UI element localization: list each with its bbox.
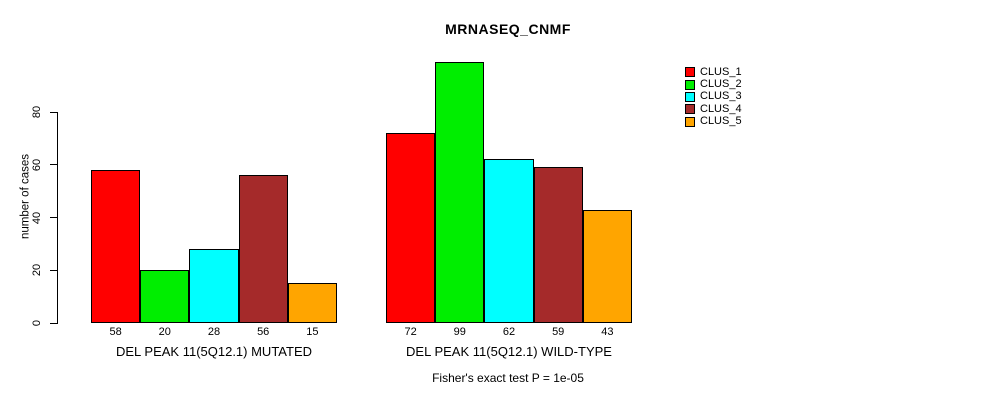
y-tick-label-0: 0 [31,319,43,327]
y-tick-label-60: 60 [31,158,43,171]
fisher-test-footnote: Fisher's exact test P = 1e-05 [432,371,584,385]
legend-swatch-clus-4 [685,104,695,115]
legend: CLUS_1 CLUS_2 CLUS_3 CLUS_4 CLUS_5 [685,66,742,128]
bar-clus-2-mutated [140,270,190,323]
y-tick-mark-40 [50,217,57,218]
bar-value-clus-3-wild-type: 62 [502,326,516,338]
legend-row-clus-4: CLUS_4 [685,103,742,115]
group-label-mutated: DEL PEAK 11(5Q12.1) MUTATED [115,344,313,359]
bar-clus-1-wild-type [386,133,436,323]
bar-value-clus-2-mutated: 20 [158,326,171,338]
legend-row-clus-1: CLUS_1 [685,66,742,78]
group-label-wild-type: DEL PEAK 11(5Q12.1) WILD-TYPE [406,344,612,359]
bar-clus-4-wild-type [533,167,583,323]
legend-label-clus-1: CLUS_1 [700,65,742,78]
y-tick-mark-20 [50,269,57,271]
bar-value-clus-4-wild-type: 59 [552,326,565,338]
bar-value-clus-1-wild-type: 72 [404,326,417,338]
bar-clus-2-wild-type [435,61,485,323]
bar-value-clus-2-wild-type: 99 [453,326,466,338]
y-tick-mark-60 [50,164,57,166]
bar-clus-3-mutated [189,249,239,323]
y-axis-label: number of cases [19,154,32,240]
y-tick-mark-0 [50,322,57,324]
legend-swatch-clus-5 [685,116,695,127]
bar-value-clus-5-mutated: 15 [306,326,319,338]
bar-value-clus-4-mutated: 56 [257,326,270,338]
chart-title: MRNASEQ_CNMF [445,21,571,37]
bar-clus-5-mutated [287,283,337,323]
legend-label-clus-5: CLUS_5 [700,115,742,128]
bar-value-clus-1-mutated: 58 [109,326,122,338]
bar-clus-5-wild-type [582,209,632,323]
bar-clus-4-mutated [238,175,288,323]
legend-label-clus-4: CLUS_4 [700,102,742,115]
legend-row-clus-2: CLUS_2 [685,78,742,90]
bar-clus-1-mutated [91,170,141,323]
bar-value-clus-5-wild-type: 43 [601,326,614,338]
legend-swatch-clus-1 [685,67,695,78]
y-tick-label-80: 80 [31,105,43,119]
legend-swatch-clus-2 [685,79,695,90]
legend-label-clus-2: CLUS_2 [700,78,742,91]
legend-label-clus-3: CLUS_3 [700,90,742,103]
y-tick-label-40: 40 [31,211,43,224]
legend-swatch-clus-3 [685,91,695,102]
legend-row-clus-5: CLUS_5 [685,116,742,128]
y-tick-label-20: 20 [31,264,43,277]
legend-row-clus-3: CLUS_3 [685,91,742,103]
y-tick-mark-80 [50,111,57,113]
y-axis-line [57,112,58,324]
bar-value-clus-3-mutated: 28 [207,326,221,338]
bar-clus-3-wild-type [484,159,534,323]
